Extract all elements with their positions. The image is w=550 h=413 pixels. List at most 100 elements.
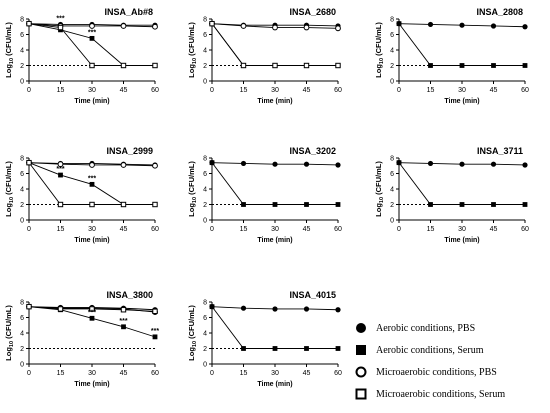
panel-title: INSA_3202	[289, 146, 336, 156]
x-tick-label: 15	[427, 226, 435, 233]
point-aerobic-serum	[459, 202, 465, 207]
chart-panel: 0 2 4 6 8 0 15 30 45 60 INSA_3800 Time (min) Log10 (…	[4, 290, 159, 388]
y-tick-label: 4	[203, 48, 207, 55]
point-microaerobic-serum	[57, 24, 64, 31]
x-tick-label: 30	[458, 87, 466, 94]
x-tick-label: 45	[303, 87, 311, 94]
point-aerobic-pbs	[490, 23, 497, 29]
x-tick-label: 60	[151, 370, 159, 377]
point-aerobic-pbs	[272, 306, 278, 312]
point-microaerobic-pbs	[89, 23, 95, 29]
point-microaerobic-serum	[152, 62, 158, 69]
point-aerobic-serum	[522, 202, 528, 207]
y-tick-label: 8	[20, 300, 24, 307]
point-aerobic-serum	[522, 63, 528, 68]
y-tick-label: 4	[20, 331, 24, 338]
y-tick-label: 4	[390, 48, 394, 55]
point-microaerobic-pbs	[120, 23, 127, 29]
legend-label: Aerobic conditions, PBS	[376, 322, 476, 334]
chart-panel: 0 2 4 6 8 0 15 30 45 60 INSA_2999 Time (min) Log10 (…	[4, 146, 159, 244]
point-aerobic-pbs	[303, 161, 310, 167]
point-aerobic-pbs	[303, 306, 310, 312]
point-aerobic-serum	[89, 35, 95, 41]
y-tick-label: 8	[203, 17, 207, 24]
point-microaerobic-pbs	[152, 23, 158, 30]
point-aerobic-serum	[304, 346, 309, 351]
y-tick-label: 4	[20, 187, 24, 194]
y-tick-label: 8	[203, 156, 207, 163]
x-axis-label: Time (min)	[444, 98, 479, 105]
point-microaerobic-serum	[120, 201, 127, 208]
point-microaerobic-serum	[26, 20, 32, 27]
legend-item-aerobic-pbs: Aerobic conditions, PBS	[352, 318, 550, 338]
y-tick-label: 8	[390, 17, 394, 24]
x-axis-label: Time (min)	[257, 237, 292, 244]
point-microaerobic-serum	[57, 201, 64, 208]
panel-title: INSA_3800	[106, 290, 153, 300]
point-aerobic-serum	[396, 21, 402, 27]
y-tick-label: 0	[20, 362, 24, 369]
x-tick-label: 60	[334, 370, 342, 377]
point-microaerobic-pbs	[120, 162, 127, 168]
y-tick-label: 0	[20, 218, 24, 225]
y-axis-label: Log10 (CFU/mL)	[187, 22, 198, 78]
x-tick-label: 45	[120, 370, 128, 377]
legend-item-microaerobic-serum: Microaerobic conditions, Serum	[352, 384, 550, 404]
y-tick-label: 4	[390, 187, 394, 194]
significance-label: ***	[88, 309, 96, 316]
significance-label: ***	[56, 166, 64, 173]
point-microaerobic-serum	[152, 201, 158, 208]
point-aerobic-serum	[58, 172, 63, 178]
point-aerobic-pbs	[490, 161, 497, 167]
significance-label: ***	[151, 328, 159, 335]
x-tick-label: 15	[427, 87, 435, 94]
y-tick-label: 2	[20, 346, 24, 353]
x-axis-label: Time (min)	[257, 381, 292, 388]
filled-circle-marker-icon	[356, 323, 366, 333]
point-microaerobic-pbs	[89, 162, 95, 168]
legend-item-microaerobic-pbs: Microaerobic conditions, PBS	[352, 362, 550, 382]
panel-title: INSA_4015	[289, 290, 336, 300]
y-tick-label: 6	[20, 32, 24, 39]
point-aerobic-serum	[335, 346, 341, 351]
x-tick-label: 0	[27, 87, 31, 94]
y-tick-label: 0	[203, 79, 207, 86]
point-aerobic-serum	[335, 202, 341, 207]
legend-label: Aerobic conditions, Serum	[376, 344, 484, 356]
open-square-marker-icon	[355, 388, 367, 400]
point-microaerobic-pbs	[303, 24, 310, 31]
x-tick-label: 45	[303, 370, 311, 377]
x-tick-label: 45	[120, 226, 128, 233]
point-microaerobic-pbs	[335, 25, 341, 32]
y-tick-label: 6	[390, 171, 394, 178]
y-axis-label: Log10 (CFU/mL)	[187, 161, 198, 217]
point-aerobic-serum	[121, 324, 126, 330]
x-tick-label: 30	[88, 226, 96, 233]
y-tick-label: 4	[20, 48, 24, 55]
x-tick-label: 0	[210, 87, 214, 94]
y-axis-label: Log10 (CFU/mL)	[4, 161, 15, 217]
point-microaerobic-serum	[89, 201, 95, 208]
x-tick-label: 0	[27, 370, 31, 377]
point-microaerobic-serum	[120, 62, 127, 69]
y-axis-label: Log10 (CFU/mL)	[374, 161, 385, 217]
y-tick-label: 6	[20, 315, 24, 322]
x-tick-label: 60	[334, 226, 342, 233]
x-tick-label: 15	[240, 87, 248, 94]
point-microaerobic-serum	[152, 308, 158, 315]
x-tick-label: 60	[334, 87, 342, 94]
significance-label: ***	[88, 29, 96, 36]
point-microaerobic-pbs	[152, 162, 158, 169]
y-tick-label: 8	[20, 17, 24, 24]
point-aerobic-pbs	[427, 21, 434, 28]
y-tick-label: 8	[390, 156, 394, 163]
point-aerobic-serum	[304, 202, 309, 207]
panel-title: INSA_2808	[476, 7, 523, 17]
x-tick-label: 0	[27, 226, 31, 233]
x-tick-label: 0	[210, 226, 214, 233]
point-aerobic-serum	[396, 160, 402, 166]
point-aerobic-pbs	[272, 161, 278, 167]
panel-title: INSA_Ab#8	[104, 7, 153, 17]
x-tick-label: 45	[490, 226, 498, 233]
y-tick-label: 0	[203, 218, 207, 225]
